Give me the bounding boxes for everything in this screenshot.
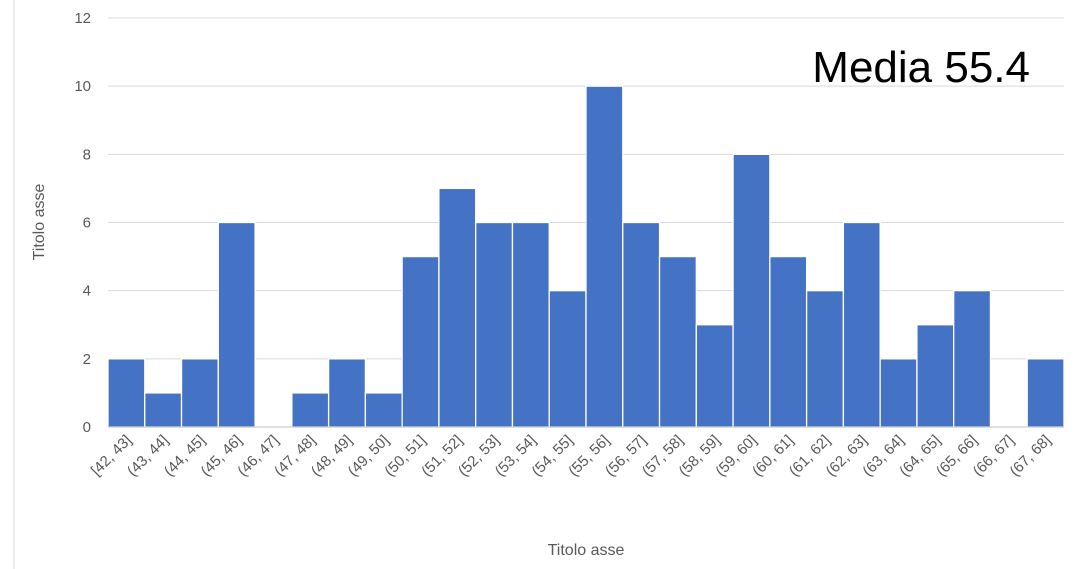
- histogram-bar: [402, 257, 439, 427]
- histogram-bar: [476, 223, 513, 428]
- x-tick-label: (67, 68]: [1006, 432, 1054, 480]
- y-tick-label: 12: [74, 10, 91, 27]
- histogram-bar: [329, 359, 366, 427]
- histogram-bar: [586, 86, 623, 427]
- histogram-bar: [733, 154, 770, 427]
- y-tick-labels: 0 2 4 6 8 10 12: [74, 10, 91, 436]
- histogram-bar: [108, 359, 145, 427]
- histogram-bar: [549, 291, 586, 427]
- y-tick-label: 10: [74, 78, 91, 95]
- y-tick-label: 8: [83, 146, 91, 163]
- histogram-bar: [292, 393, 329, 427]
- histogram-bar: [512, 223, 549, 428]
- bars: [108, 86, 1064, 427]
- histogram-bar: [954, 291, 991, 427]
- histogram-bar: [439, 188, 476, 427]
- histogram-bar: [807, 291, 844, 427]
- histogram-bar: [843, 223, 880, 428]
- y-tick-label: 2: [83, 351, 91, 368]
- y-tick-label: 0: [83, 419, 91, 436]
- y-tick-label: 6: [83, 215, 91, 232]
- histogram-bar: [880, 359, 917, 427]
- y-tick-label: 4: [83, 283, 91, 300]
- y-axis-title: Titolo asse: [31, 184, 48, 261]
- mean-annotation: Media 55.4: [812, 43, 1030, 92]
- histogram-bar: [182, 359, 219, 427]
- histogram-bar: [1027, 359, 1064, 427]
- histogram-bar: [623, 223, 660, 428]
- x-tick-labels: [42, 43](43, 44](44, 45](45, 46](46, 47]…: [88, 432, 1055, 480]
- histogram-bar: [770, 257, 807, 427]
- histogram-bar: [660, 257, 697, 427]
- histogram-bar: [365, 393, 402, 427]
- histogram-bar: [218, 223, 255, 428]
- x-axis-title: Titolo asse: [548, 542, 625, 559]
- histogram-bar: [696, 325, 733, 427]
- histogram-bar: [145, 393, 182, 427]
- histogram-bar: [917, 325, 954, 427]
